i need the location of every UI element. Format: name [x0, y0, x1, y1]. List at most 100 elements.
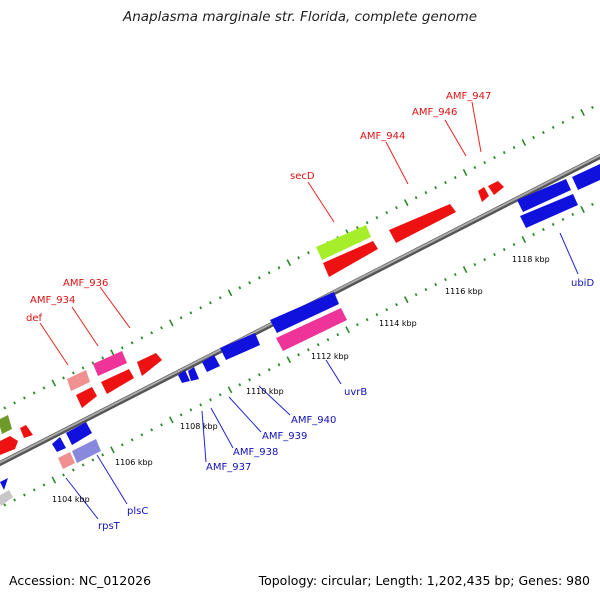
gene-label-AMF_938[interactable]: AMF_938: [233, 447, 278, 458]
map-title: Anaplasma marginale str. Florida, comple…: [122, 9, 478, 25]
gene-AMF_937[interactable]: [178, 370, 190, 383]
scale-label: 1116 kbp: [445, 287, 483, 296]
minor-tick: [365, 318, 369, 322]
gene-arrow-red[interactable]: [137, 353, 162, 376]
minor-tick: [62, 473, 65, 477]
minor-tick: [71, 468, 75, 472]
gene-AMF_947[interactable]: [488, 181, 504, 195]
gene-arrow-olive[interactable]: [0, 415, 12, 434]
minor-tick: [532, 135, 536, 140]
gene-AMF_936[interactable]: [101, 369, 134, 394]
scale-label: 1108 kbp: [180, 422, 218, 431]
gene-label-uvrB[interactable]: uvrB: [344, 387, 367, 398]
gene-label-AMF_946[interactable]: AMF_946: [412, 107, 457, 118]
minor-tick: [267, 271, 271, 275]
major-tick: [227, 289, 233, 297]
minor-tick: [453, 175, 457, 180]
minor-tick: [551, 222, 555, 227]
gene-secD[interactable]: [323, 241, 378, 277]
minor-tick: [267, 368, 271, 372]
gene-arrow-grey[interactable]: [0, 490, 13, 506]
gene-label-AMF_937[interactable]: AMF_937: [206, 462, 251, 473]
major-tick: [286, 259, 292, 267]
scale-labels: 1104 kbp 1106 kbp 1108 kbp 1110 kbp 1112…: [52, 255, 550, 504]
minor-tick: [297, 353, 300, 357]
major-tick: [286, 356, 292, 364]
scale-label: 1118 kbp: [512, 255, 550, 264]
minor-tick: [434, 185, 438, 190]
gene-AMF_938[interactable]: [188, 367, 199, 381]
minor-tick: [277, 266, 281, 270]
minor-tick: [13, 498, 16, 502]
gene-arrow-red[interactable]: [20, 425, 33, 438]
gene-rpsT[interactable]: [58, 452, 75, 469]
gene-ubiD[interactable]: [520, 194, 578, 228]
minor-tick: [3, 406, 7, 410]
gene-label-AMF_934[interactable]: AMF_934: [30, 295, 75, 306]
gene-arrow-lime[interactable]: [316, 225, 371, 260]
gene-AMF_939[interactable]: [202, 355, 220, 372]
gene-arrow-blue[interactable]: [517, 179, 571, 212]
gene-label-AMF_939[interactable]: AMF_939: [262, 431, 307, 442]
minor-tick: [541, 227, 545, 232]
minor-tick: [130, 438, 134, 442]
major-tick: [51, 476, 57, 484]
minor-tick: [483, 257, 487, 262]
minor-tick: [199, 306, 203, 310]
gene-AMF_944[interactable]: [389, 204, 456, 243]
minor-tick: [355, 226, 359, 230]
gene-label-secD[interactable]: secD: [290, 171, 315, 182]
major-tick: [110, 446, 115, 454]
gene-uvrB[interactable]: [276, 308, 347, 351]
gene-AMF_934[interactable]: [93, 351, 127, 376]
minor-tick: [414, 196, 418, 200]
gene-arrow-blue[interactable]: [66, 422, 92, 445]
major-tick: [521, 139, 527, 146]
minor-tick: [512, 146, 516, 150]
gene-label-ubiD[interactable]: ubiD: [571, 278, 594, 289]
gene-arrow-red[interactable]: [0, 436, 18, 455]
minor-tick: [81, 366, 85, 370]
minor-tick: [424, 190, 428, 195]
minor-tick: [32, 488, 36, 492]
minor-tick: [23, 396, 26, 400]
gene-label-AMF_944[interactable]: AMF_944: [360, 131, 405, 142]
major-tick: [580, 205, 585, 213]
minor-tick: [414, 293, 418, 297]
minor-tick: [502, 248, 506, 252]
gene-label-rpsT[interactable]: rpsT: [98, 521, 121, 532]
gene-arrow-blue[interactable]: [52, 437, 66, 452]
gene-label-plsC[interactable]: plsC: [127, 506, 148, 517]
minor-tick: [444, 277, 447, 282]
gene-plsC[interactable]: [72, 439, 101, 463]
gene-arrow-red[interactable]: [76, 387, 97, 408]
major-tick: [403, 296, 409, 304]
gene-arrow-blue[interactable]: [0, 478, 8, 490]
minor-tick: [140, 336, 144, 340]
gene-label-AMF_936[interactable]: AMF_936: [63, 278, 108, 289]
minor-tick: [365, 221, 369, 225]
gene-label-def[interactable]: def: [26, 313, 43, 324]
gene-arrow-blue[interactable]: [270, 292, 339, 333]
minor-tick: [120, 443, 124, 447]
gene-arrow-blue[interactable]: [572, 164, 600, 190]
major-tick: [345, 326, 350, 334]
gene-AMF_940[interactable]: [220, 333, 260, 360]
gene-AMF_946[interactable]: [478, 187, 489, 202]
forward-gene-labels: def AMF_934 AMF_936 secD AMF_944 AMF_946…: [26, 91, 491, 324]
gene-def[interactable]: [67, 370, 90, 391]
minor-tick: [307, 251, 310, 255]
minor-tick: [209, 398, 212, 402]
forward-tick-track: [3, 105, 594, 410]
scale-label: 1114 kbp: [379, 319, 417, 328]
minor-tick: [238, 286, 242, 290]
reverse-tick-track: [3, 202, 594, 507]
major-tick: [168, 416, 174, 424]
gene-label-AMF_947[interactable]: AMF_947: [446, 91, 491, 102]
minor-tick: [493, 155, 496, 160]
minor-tick: [3, 503, 7, 507]
minor-tick: [541, 130, 545, 135]
minor-tick: [424, 287, 428, 292]
minor-tick: [218, 393, 222, 397]
gene-label-AMF_940[interactable]: AMF_940: [291, 415, 336, 426]
